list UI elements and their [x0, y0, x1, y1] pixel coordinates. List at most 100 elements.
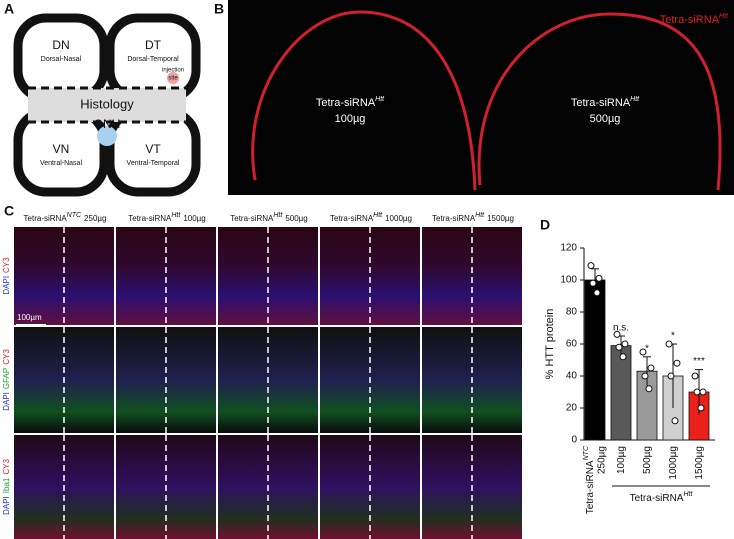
data-point: [621, 340, 629, 348]
label-text: 100µg: [616, 446, 627, 474]
y-tick-label: 40: [566, 371, 578, 382]
data-point: [641, 372, 649, 380]
label-sup: Htt: [375, 96, 385, 103]
image-label: Tetra-siRNAHtt: [316, 96, 385, 109]
label-text: Tetra-siRNA: [660, 14, 720, 26]
data-point: [673, 359, 681, 367]
region-abbr: VN: [53, 142, 70, 156]
row-label: DAPI CY3: [2, 257, 11, 295]
data-point: [647, 364, 655, 372]
x-tick-label: 1500µg: [694, 446, 705, 480]
label-dose: 500µg: [285, 214, 307, 223]
significance: ***: [693, 356, 705, 367]
column-label: Tetra-siRNANTC 250µg: [24, 212, 107, 223]
panel-d: D 0 20 40 60 80 100 120 % HTT protein Tetra-siRNA…: [540, 217, 715, 514]
column-label: Tetra-siRNAHtt 500µg: [230, 212, 307, 223]
label-dose: 250µg: [84, 214, 106, 223]
panel-label: A: [4, 1, 14, 17]
row-label: DAPI GFAP CY3: [2, 349, 11, 411]
bar: [584, 279, 606, 441]
injection-dot: [167, 72, 179, 84]
label-sup: NTC: [67, 212, 82, 219]
label-sup: Htt: [630, 96, 640, 103]
x-tick-label: Tetra-siRNANTC: [583, 445, 596, 514]
panel-c: C Tetra-siRNANTC 250µg Tetra-siRNAHtt 100µg…: [2, 203, 522, 539]
region-abbr: VT: [145, 142, 161, 156]
panel-b: B Tetra-siRNAHttTetra-siRNAHtt100µgTetra…: [214, 0, 734, 195]
significance: *: [645, 343, 649, 354]
panel-label: C: [4, 203, 14, 219]
label-sup: Htt: [273, 212, 283, 219]
data-point: [699, 388, 707, 396]
legend: Tetra-siRNAHtt: [660, 13, 729, 26]
column-label: Tetra-siRNAHtt 1000µg: [330, 212, 412, 223]
label-dose: 100µg: [183, 214, 205, 223]
y-tick-label: 100: [560, 275, 577, 286]
data-point: [619, 353, 627, 361]
injection-label: injection: [162, 68, 184, 74]
x-tick-label: 100µg: [616, 446, 627, 474]
region-name: Dorsal-Temporal: [127, 56, 179, 63]
region-abbr: DN: [52, 38, 69, 52]
onh-disc: [97, 126, 117, 146]
image-label: Tetra-siRNAHtt: [571, 96, 640, 109]
retina-arc: [477, 12, 722, 191]
group-label: Tetra-siRNAHtt: [630, 491, 694, 504]
label-text: Tetra-siRNA: [128, 214, 172, 223]
label-text: Tetra-siRNA: [230, 214, 274, 223]
x-tick-label-line2: 250µg: [597, 446, 608, 474]
label-text: Tetra-siRNA: [24, 214, 68, 223]
label-text: Tetra-siRNA: [585, 460, 596, 514]
label-text: 1500µg: [694, 446, 705, 480]
injection-label: site: [168, 76, 178, 82]
channel: DAPI: [2, 392, 11, 411]
label-text: Tetra-siRNA: [571, 97, 631, 109]
channel: GFAP: [2, 368, 11, 389]
y-tick-label: 80: [566, 307, 578, 318]
data-point: [587, 262, 595, 270]
channel: Iba1: [2, 477, 11, 493]
label-sup: Htt: [475, 212, 485, 219]
y-tick-label: 60: [566, 339, 578, 350]
data-point: [665, 340, 673, 348]
label-sup: Htt: [683, 491, 693, 498]
y-axis-label: % HTT protein: [544, 309, 556, 380]
region-name: Ventral-Temporal: [127, 160, 180, 167]
channel: CY3: [2, 257, 11, 273]
onh-label: ONH: [94, 117, 121, 131]
label-text: Tetra-siRNA: [330, 214, 374, 223]
panel-label: B: [214, 1, 224, 17]
histology-band: [28, 88, 186, 122]
data-point: [693, 388, 701, 396]
data-point: [593, 289, 601, 297]
significance: *: [671, 331, 675, 342]
region-name: Dorsal-Nasal: [41, 56, 82, 63]
panel-label: D: [540, 217, 550, 233]
image: [228, 0, 734, 195]
data-point: [691, 372, 699, 380]
retina-arc: [251, 10, 477, 191]
channel: CY3: [2, 349, 11, 365]
y-tick-label: 20: [566, 403, 578, 414]
column-label: Tetra-siRNAHtt 1500µg: [432, 212, 514, 223]
label-text: Tetra-siRNA: [630, 493, 684, 504]
scale-label: 100µm: [17, 313, 42, 322]
image-dose: 500µg: [590, 113, 621, 125]
label-text: 1000µg: [668, 446, 679, 480]
label-text: Tetra-siRNA: [316, 97, 376, 109]
region-name: Ventral-Nasal: [40, 160, 82, 167]
label-text: Tetra-siRNA: [432, 214, 476, 223]
data-point: [589, 279, 597, 287]
bar: [610, 345, 632, 441]
histology-label: Histology: [80, 96, 134, 111]
x-tick-label: 1000µg: [668, 446, 679, 480]
y-tick-label: 0: [571, 435, 577, 446]
data-point: [667, 372, 675, 380]
label-sup: Htt: [171, 212, 181, 219]
channel: DAPI: [2, 276, 11, 295]
panel-a: A DN Dorsal-Nasal DT Dorsal-Temporal VN Ventr…: [4, 1, 201, 197]
label-text: 500µg: [642, 446, 653, 474]
label-dose: 1000µg: [385, 214, 412, 223]
image-dose: 100µg: [335, 113, 366, 125]
